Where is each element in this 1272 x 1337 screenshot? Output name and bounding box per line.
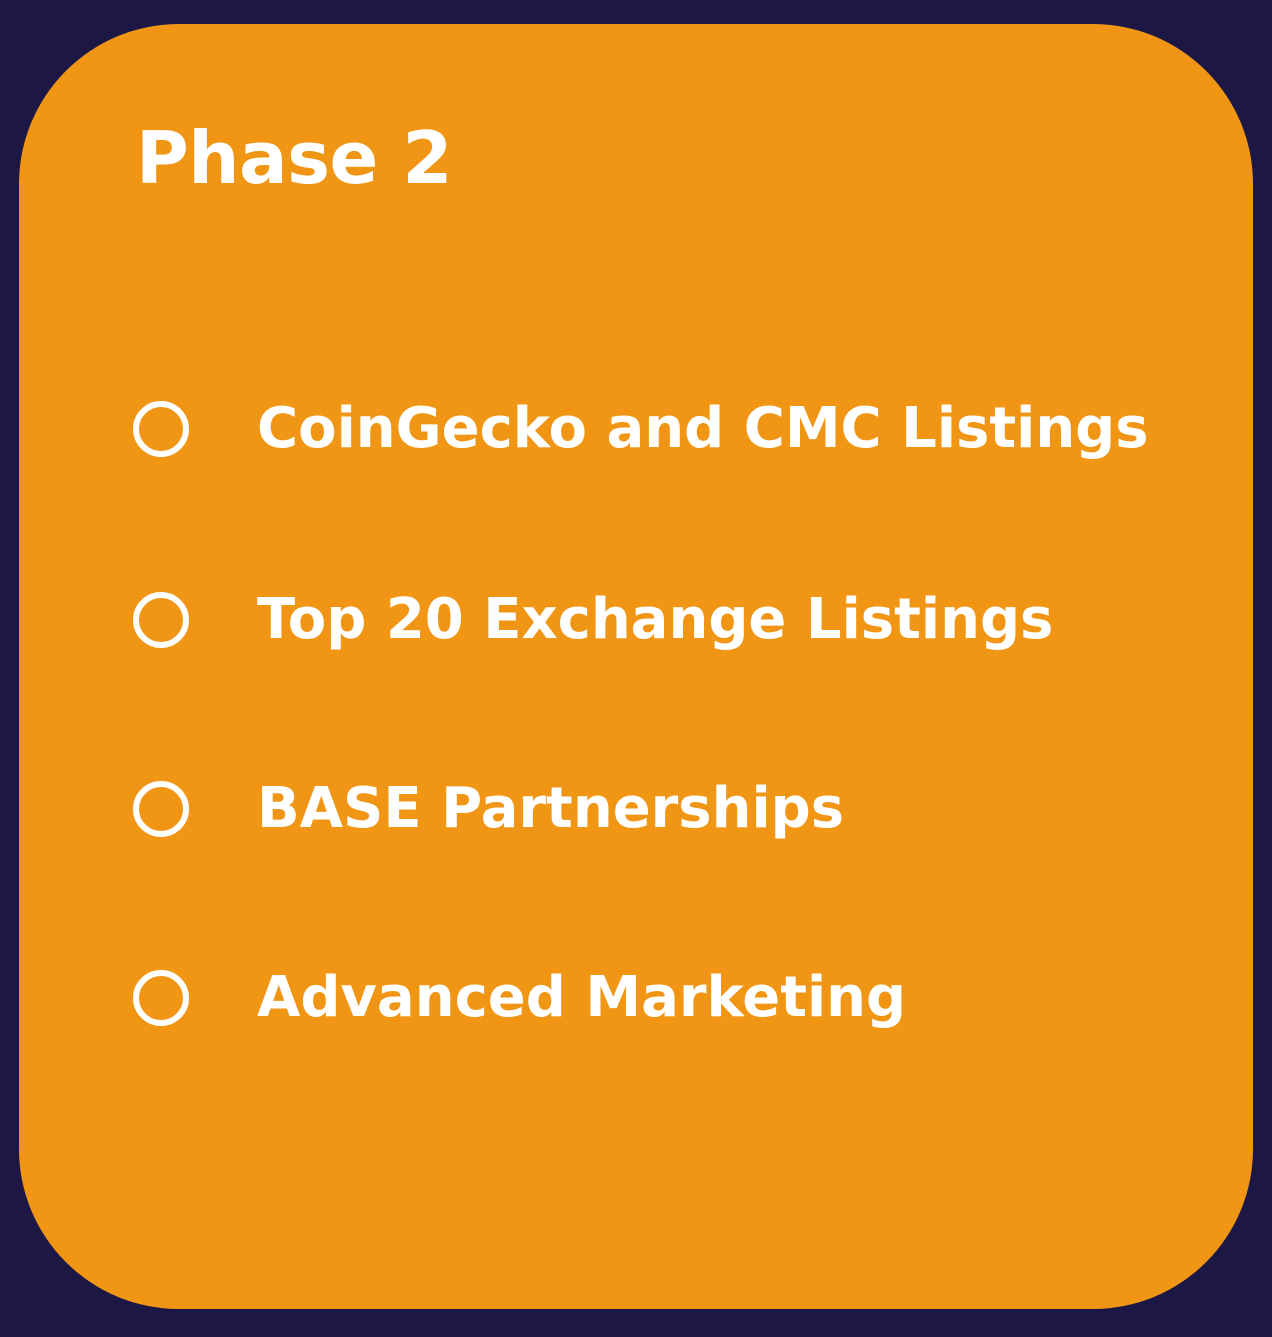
roadmap-item: Advanced Marketing [133,962,906,1034]
roadmap-item: CoinGecko and CMC Listings [133,393,1149,465]
phase-title: Phase 2 [136,116,452,200]
roadmap-item-label: Top 20 Exchange Listings [257,587,1054,652]
roadmap-item: BASE Partnerships [133,773,844,845]
roadmap-item: Top 20 Exchange Listings [133,584,1053,656]
roadmap-item-label: CoinGecko and CMC Listings [257,396,1149,461]
phase-card: Phase 2 CoinGecko and CMC Listings Top 2… [19,24,1253,1309]
circle-icon [133,592,189,648]
circle-icon [133,401,189,457]
circle-icon [133,781,189,837]
roadmap-item-label: BASE Partnerships [257,776,845,841]
circle-icon [133,970,189,1026]
roadmap-item-label: Advanced Marketing [257,965,907,1030]
